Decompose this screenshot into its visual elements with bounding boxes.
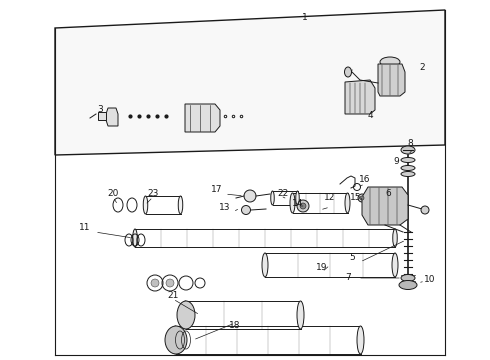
Ellipse shape <box>133 229 137 247</box>
Text: 21: 21 <box>167 291 179 300</box>
Ellipse shape <box>401 158 415 162</box>
Ellipse shape <box>297 301 304 329</box>
Ellipse shape <box>380 57 400 67</box>
Ellipse shape <box>262 253 268 277</box>
Ellipse shape <box>392 253 398 277</box>
Text: 17: 17 <box>211 185 223 194</box>
Text: 23: 23 <box>147 189 159 198</box>
Polygon shape <box>378 64 405 96</box>
Text: 18: 18 <box>229 320 241 329</box>
Ellipse shape <box>300 203 306 209</box>
Text: 4: 4 <box>367 111 373 120</box>
Text: 14: 14 <box>293 198 304 207</box>
Text: 15: 15 <box>350 194 362 202</box>
Ellipse shape <box>399 280 417 289</box>
Ellipse shape <box>178 196 183 214</box>
Ellipse shape <box>242 206 250 215</box>
Ellipse shape <box>143 196 148 214</box>
Ellipse shape <box>401 274 415 282</box>
Ellipse shape <box>297 200 309 212</box>
Text: 2: 2 <box>419 63 425 72</box>
Ellipse shape <box>401 146 415 154</box>
Text: 22: 22 <box>277 189 289 198</box>
Text: 11: 11 <box>79 224 91 233</box>
Ellipse shape <box>244 190 256 202</box>
Ellipse shape <box>401 171 415 176</box>
Text: 20: 20 <box>107 189 119 198</box>
Ellipse shape <box>345 193 350 213</box>
Text: 16: 16 <box>359 175 371 184</box>
Text: 5: 5 <box>349 253 355 262</box>
Ellipse shape <box>296 191 299 205</box>
Polygon shape <box>185 104 220 132</box>
Ellipse shape <box>393 229 397 247</box>
Text: 19: 19 <box>316 264 328 273</box>
Ellipse shape <box>271 191 274 205</box>
Ellipse shape <box>421 206 429 214</box>
Ellipse shape <box>172 326 179 354</box>
Text: 12: 12 <box>324 193 336 202</box>
Ellipse shape <box>151 279 159 287</box>
Polygon shape <box>55 10 445 155</box>
Ellipse shape <box>360 196 364 200</box>
Ellipse shape <box>290 193 295 213</box>
Text: 8: 8 <box>407 139 413 148</box>
Ellipse shape <box>357 326 364 354</box>
Polygon shape <box>106 108 118 126</box>
Polygon shape <box>345 80 375 114</box>
Text: 9: 9 <box>393 158 399 166</box>
Text: 10: 10 <box>424 274 436 284</box>
Ellipse shape <box>166 279 174 287</box>
Polygon shape <box>362 187 408 225</box>
Ellipse shape <box>165 326 187 354</box>
Ellipse shape <box>182 301 189 329</box>
Ellipse shape <box>177 301 195 329</box>
Text: 3: 3 <box>97 105 103 114</box>
Ellipse shape <box>344 67 351 77</box>
Text: 6: 6 <box>385 189 391 198</box>
Ellipse shape <box>401 166 415 171</box>
Text: 1: 1 <box>302 13 308 22</box>
Text: 7: 7 <box>345 274 351 283</box>
Polygon shape <box>98 112 106 120</box>
Ellipse shape <box>358 194 366 202</box>
Text: 13: 13 <box>219 203 231 212</box>
